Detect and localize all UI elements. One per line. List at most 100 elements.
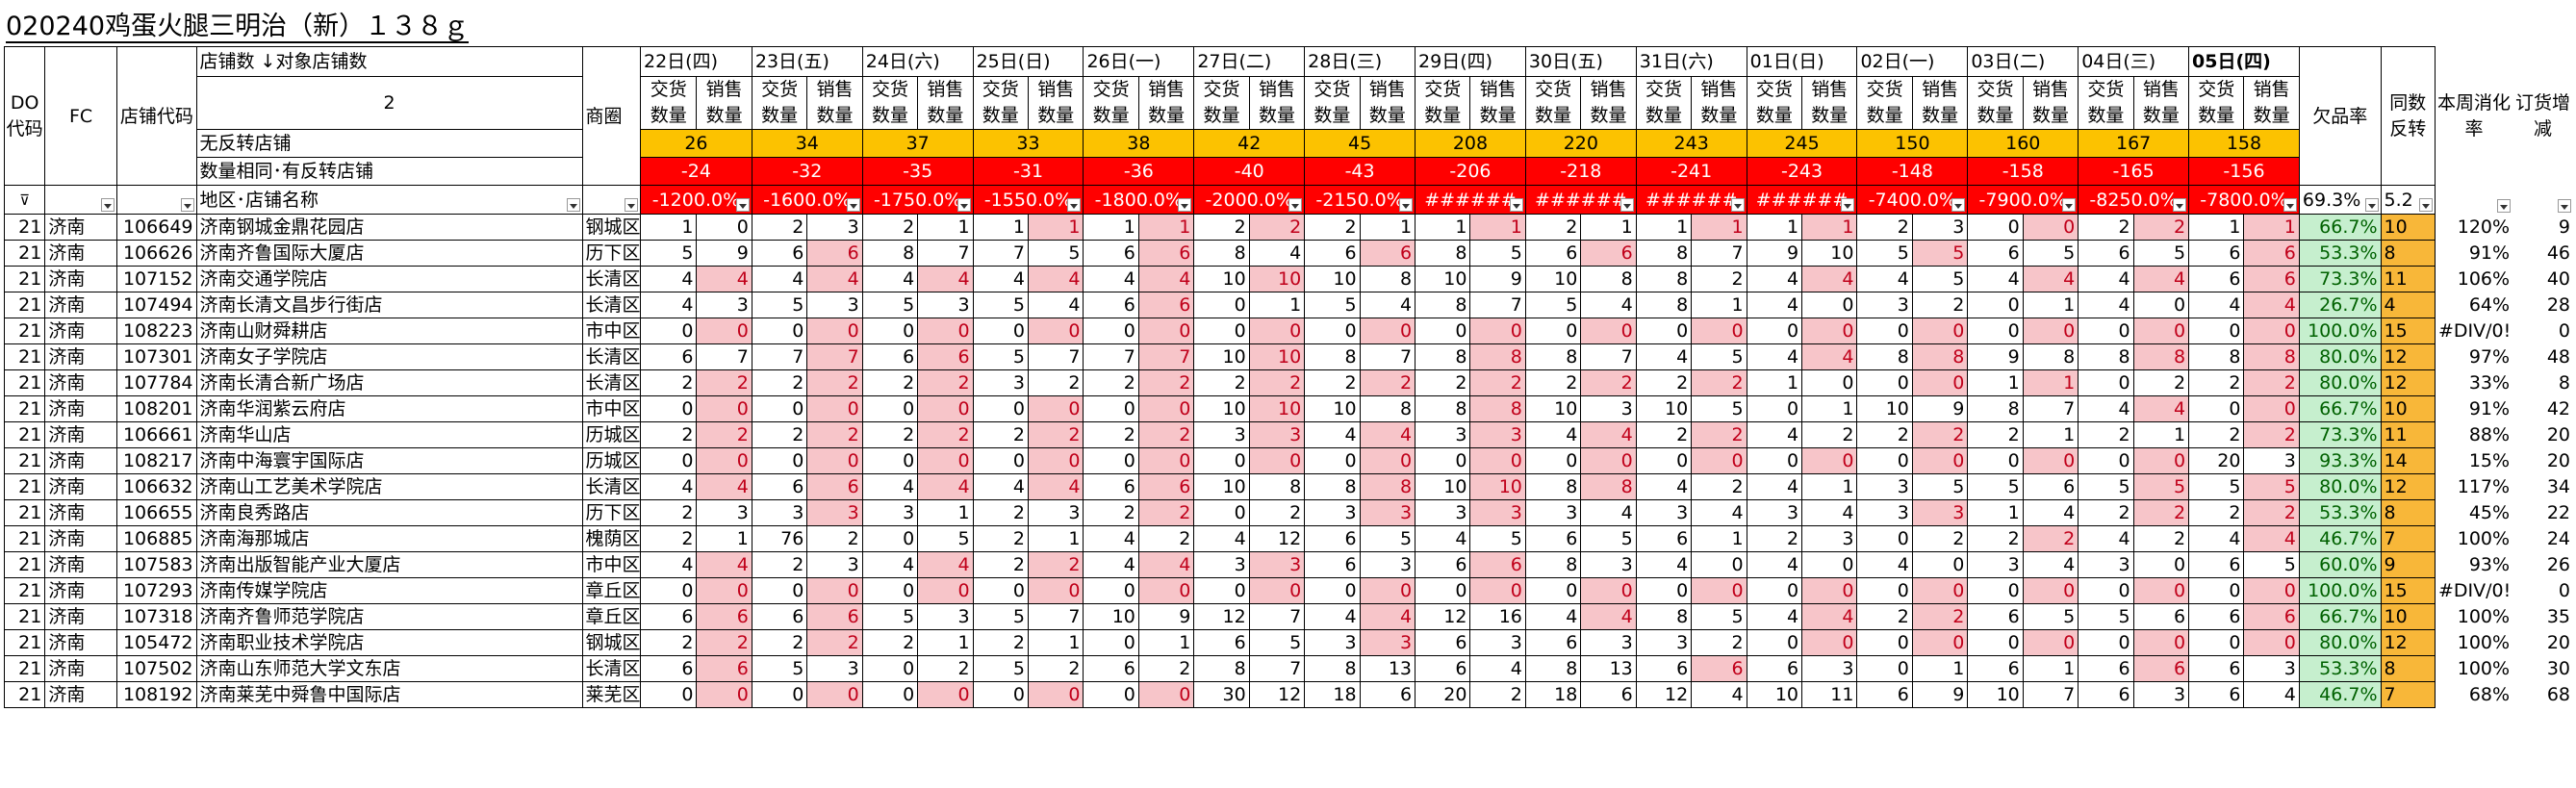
day-filter-value[interactable]: -1550.0% [972, 185, 1084, 215]
chevron-down-icon[interactable] [1402, 204, 1411, 209]
cell-delivery: 1 [1635, 214, 1693, 241]
cell-store-code: 107301 [115, 343, 197, 370]
day-filter-value[interactable]: -1200.0% [640, 185, 752, 215]
cell-delivery: 6 [1083, 473, 1139, 500]
cell-sales: 2 [1691, 473, 1747, 500]
day-filter-value[interactable]: -7800.0% [2188, 185, 2300, 215]
chevron-down-icon[interactable] [1733, 204, 1742, 209]
cell-sales: 4 [1028, 292, 1084, 318]
chevron-down-icon[interactable] [103, 204, 112, 209]
cell-delivery: 12 [1635, 681, 1693, 708]
chevron-down-icon[interactable] [627, 204, 635, 209]
chevron-down-icon[interactable] [183, 204, 191, 209]
cell-delivery: 0 [1746, 447, 1803, 474]
chevron-down-icon[interactable] [849, 204, 857, 209]
cell-same-reverse: 9 [2380, 551, 2436, 578]
day-filter-value[interactable]: -7900.0% [1967, 185, 2079, 215]
day-filter-value[interactable]: -7400.0% [1856, 185, 1969, 215]
cell-district: 历下区 [581, 240, 642, 267]
cell-sales: 1 [2022, 655, 2079, 682]
cell-sales: 2 [1137, 655, 1195, 682]
chevron-down-icon[interactable] [2176, 204, 2184, 209]
cell-delivery: 4 [1304, 421, 1361, 448]
cell-delivery: 5 [972, 655, 1030, 682]
chevron-down-icon[interactable] [2065, 204, 2074, 209]
date-header: 04日(三) [2078, 46, 2190, 77]
cell-sales: 1 [2243, 214, 2300, 241]
chevron-down-icon[interactable] [1512, 204, 1520, 209]
day-filter-value[interactable]: ###### [1746, 185, 1858, 215]
chevron-down-icon[interactable] [2421, 204, 2430, 209]
chevron-down-icon[interactable] [1181, 204, 1189, 209]
table-row: 21 济南 106632 济南山工艺美术学院店 长清区 4 4 6 6 4 4 4 4 6 6 10 8 8 8 10… [3, 473, 2574, 500]
chevron-down-icon[interactable] [1291, 204, 1300, 209]
sub-header-sales: 销售数量 [2132, 76, 2190, 130]
chevron-down-icon[interactable] [1622, 204, 1631, 209]
day-filter-value[interactable]: -1600.0% [751, 185, 863, 215]
stockout-summary[interactable]: 69.3% [2298, 185, 2382, 215]
day-filter-value[interactable]: -2150.0% [1304, 185, 1416, 215]
chevron-down-icon[interactable] [2285, 204, 2294, 209]
cell-delivery: 2 [1746, 525, 1803, 552]
cell-delivery: 6 [1304, 551, 1361, 578]
cell-sales: 9 [1137, 603, 1195, 630]
store-code-filter-cell[interactable] [115, 185, 197, 215]
same-qty-count: -158 [1967, 157, 2079, 186]
cell-district: 钢城区 [581, 214, 642, 241]
cell-delivery: 2 [1856, 214, 1913, 241]
cell-delivery: 0 [1083, 629, 1139, 656]
cell-store-code: 108192 [115, 681, 197, 708]
day-filter-value[interactable]: -8250.0% [2078, 185, 2190, 215]
sub-header-sales: 销售数量 [1137, 76, 1195, 130]
chevron-down-icon[interactable] [2561, 204, 2568, 210]
chevron-down-icon[interactable] [2500, 204, 2509, 210]
day-filter-value[interactable]: -2000.0% [1193, 185, 1306, 215]
order-filter-cell[interactable] [2512, 186, 2573, 215]
chevron-down-icon[interactable] [569, 204, 577, 209]
cell-delivery: 0 [1967, 629, 2024, 656]
chevron-down-icon[interactable] [1954, 204, 1963, 209]
cell-do: 21 [3, 525, 46, 552]
cell-delivery: 4 [861, 266, 919, 292]
cell-same-reverse: 10 [2380, 395, 2436, 422]
day-filter-value[interactable]: ###### [1415, 185, 1526, 215]
cell-sales: 9 [1911, 395, 1969, 422]
cell-sales: 2 [2132, 369, 2190, 396]
cell-sales: 7 [1028, 603, 1084, 630]
cell-same-reverse: 10 [2380, 214, 2436, 241]
cell-same-reverse: 7 [2380, 525, 2436, 552]
day-filter-value[interactable]: ###### [1524, 185, 1637, 215]
digest-filter-cell[interactable] [2435, 186, 2512, 215]
day-filter-value[interactable]: -1800.0% [1083, 185, 1195, 215]
cell-delivery: 4 [2188, 292, 2245, 318]
cell-sales: 3 [917, 603, 974, 630]
cell-delivery: 0 [1856, 577, 1913, 604]
cell-delivery: 6 [639, 655, 698, 682]
cell-delivery: 0 [861, 525, 919, 552]
district-filter-cell[interactable] [581, 185, 642, 215]
cell-delivery: 4 [1193, 525, 1250, 552]
chevron-down-icon[interactable] [738, 204, 747, 209]
cell-sales: 10 [1248, 343, 1306, 370]
same-qty-label: 数量相同･有反转店铺 [195, 157, 583, 186]
chevron-down-icon[interactable] [1844, 204, 1852, 209]
day-filter-value[interactable]: ###### [1635, 185, 1747, 215]
day-filter-value[interactable]: -1750.0% [861, 185, 974, 215]
cell-sales: 5 [2132, 240, 2190, 267]
cell-fc: 济南 [44, 681, 117, 708]
cell-stockout-rate: 66.7% [2298, 214, 2382, 241]
cell-sales: 2 [2132, 499, 2190, 526]
region-store-label[interactable]: 地区･店铺名称 [195, 185, 583, 215]
cell-delivery: 4 [639, 292, 698, 318]
chevron-down-icon[interactable] [2367, 204, 2376, 209]
fc-filter-cell[interactable] [44, 185, 117, 215]
cell-delivery: 0 [751, 681, 808, 708]
chevron-down-icon[interactable] [1070, 204, 1079, 209]
cell-store-name: 济南长清合新广场店 [195, 369, 583, 396]
chevron-down-icon[interactable] [959, 204, 968, 209]
filter-funnel-icon[interactable]: ⊽ [19, 191, 31, 209]
cell-delivery: 0 [2078, 369, 2134, 396]
cell-delivery: 4 [1415, 525, 1471, 552]
cell-sales: 7 [1248, 655, 1306, 682]
same-reverse-summary[interactable]: 5.2 [2380, 185, 2436, 215]
